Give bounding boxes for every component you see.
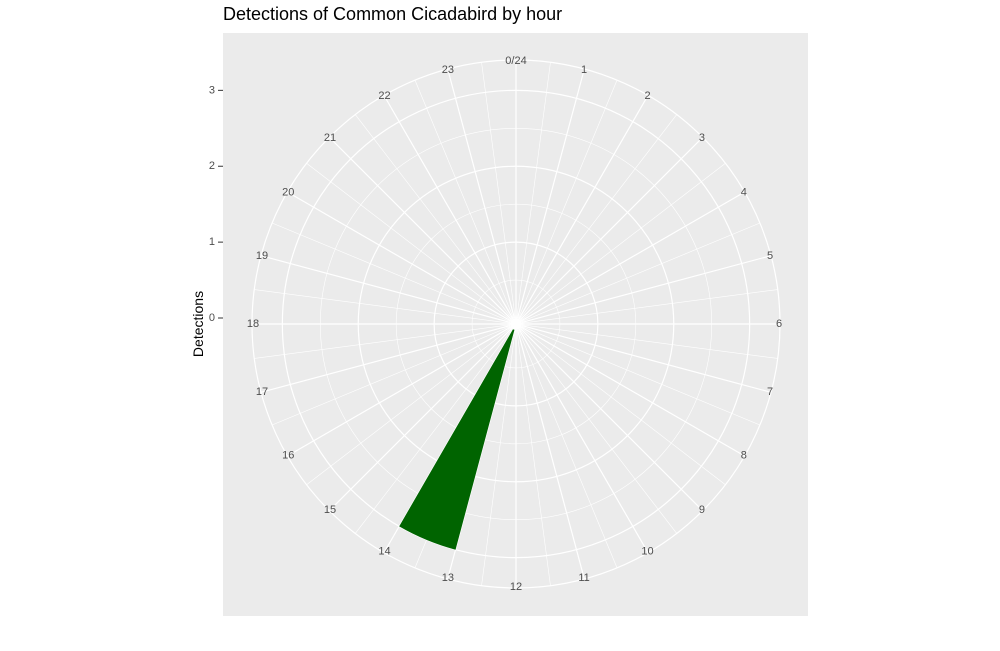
- grid-spoke-minor: [271, 222, 511, 322]
- hour-label: 10: [641, 546, 653, 558]
- hour-label: 17: [256, 386, 268, 398]
- grid-spoke-minor: [519, 114, 677, 320]
- y-tick-label: 2: [209, 160, 215, 172]
- y-tick-label: 3: [209, 84, 215, 96]
- grid-spoke-minor: [520, 327, 726, 485]
- hour-label: 16: [282, 449, 294, 461]
- grid-spoke-minor: [306, 163, 512, 321]
- grid-spoke-minor: [521, 326, 761, 426]
- hour-label: 23: [442, 64, 454, 76]
- grid-spoke-minor: [271, 326, 511, 426]
- grid-spoke-major: [383, 95, 514, 320]
- grid-spoke-minor: [520, 163, 726, 321]
- grid-spoke-minor: [521, 324, 778, 359]
- grid-spoke-major: [516, 68, 585, 319]
- grid-spoke-major: [287, 326, 512, 457]
- bar-hour-13: [399, 329, 515, 550]
- hour-label: 11: [578, 572, 589, 584]
- hour-labels: 0/24123456789101112131415161718192021222…: [247, 55, 782, 593]
- grid-spoke-minor: [518, 329, 618, 569]
- hour-label: 3: [699, 132, 705, 144]
- hour-label: 8: [741, 449, 747, 461]
- grid-spoke-major: [328, 136, 513, 321]
- hour-label: 19: [256, 250, 268, 262]
- grid-spoke-minor: [254, 324, 511, 359]
- hour-label: 13: [442, 572, 454, 584]
- grid-spoke-major: [520, 191, 745, 322]
- hour-label: 6: [776, 318, 782, 330]
- grid-spoke-minor: [355, 328, 513, 534]
- grid-spoke-minor: [481, 62, 516, 319]
- grid-spoke-major: [287, 191, 512, 322]
- grid-spoke-minor: [306, 327, 512, 485]
- hour-label: 21: [324, 132, 336, 144]
- hour-label: 2: [644, 90, 650, 102]
- hour-label: 9: [699, 504, 705, 516]
- grid-spoke-major: [383, 328, 514, 553]
- hour-label: 7: [767, 386, 773, 398]
- grid-spoke-minor: [355, 114, 513, 320]
- center-hole: [510, 318, 522, 330]
- grid-spoke-major: [260, 255, 511, 324]
- grid-spoke-minor: [516, 62, 551, 319]
- grid-spoke-minor: [414, 79, 514, 319]
- hour-label: 14: [378, 546, 390, 558]
- grid-spoke-major: [518, 95, 649, 320]
- hour-label: 0/24: [505, 55, 526, 67]
- y-axis-title: Detections: [190, 291, 206, 357]
- grid-spoke-major: [328, 327, 513, 512]
- hour-label: 12: [510, 581, 522, 593]
- grid-spoke-minor: [518, 79, 618, 319]
- grid-spoke-major: [260, 324, 511, 393]
- hour-label: 4: [741, 186, 747, 198]
- hour-label: 15: [324, 504, 336, 516]
- grid-spoke-major: [447, 68, 516, 319]
- grid-spoke-major: [519, 136, 704, 321]
- hour-label: 5: [767, 250, 773, 262]
- grid-spoke-minor: [521, 222, 761, 322]
- grid-spoke-minor: [519, 328, 677, 534]
- hour-label: 20: [282, 186, 294, 198]
- hour-label: 1: [581, 64, 587, 76]
- grid-spoke-minor: [521, 289, 778, 324]
- y-tick-label: 0: [209, 312, 215, 324]
- grid-spoke-major: [519, 327, 704, 512]
- grid-spoke-major: [516, 329, 585, 580]
- grid-spoke-major: [521, 324, 772, 393]
- bars: [399, 329, 515, 550]
- grid-spoke-major: [518, 328, 649, 553]
- grid-spoke-minor: [481, 329, 516, 586]
- y-tick-label: 1: [209, 236, 215, 248]
- y-axis: 0 1 2 3: [209, 84, 223, 324]
- hour-label: 18: [247, 318, 259, 330]
- grid-spoke-minor: [254, 289, 511, 324]
- hour-label: 22: [378, 90, 390, 102]
- grid-spoke-major: [521, 255, 772, 324]
- grid-spoke-major: [520, 326, 745, 457]
- chart-title: Detections of Common Cicadabird by hour: [223, 4, 562, 24]
- grid-spoke-minor: [516, 329, 551, 586]
